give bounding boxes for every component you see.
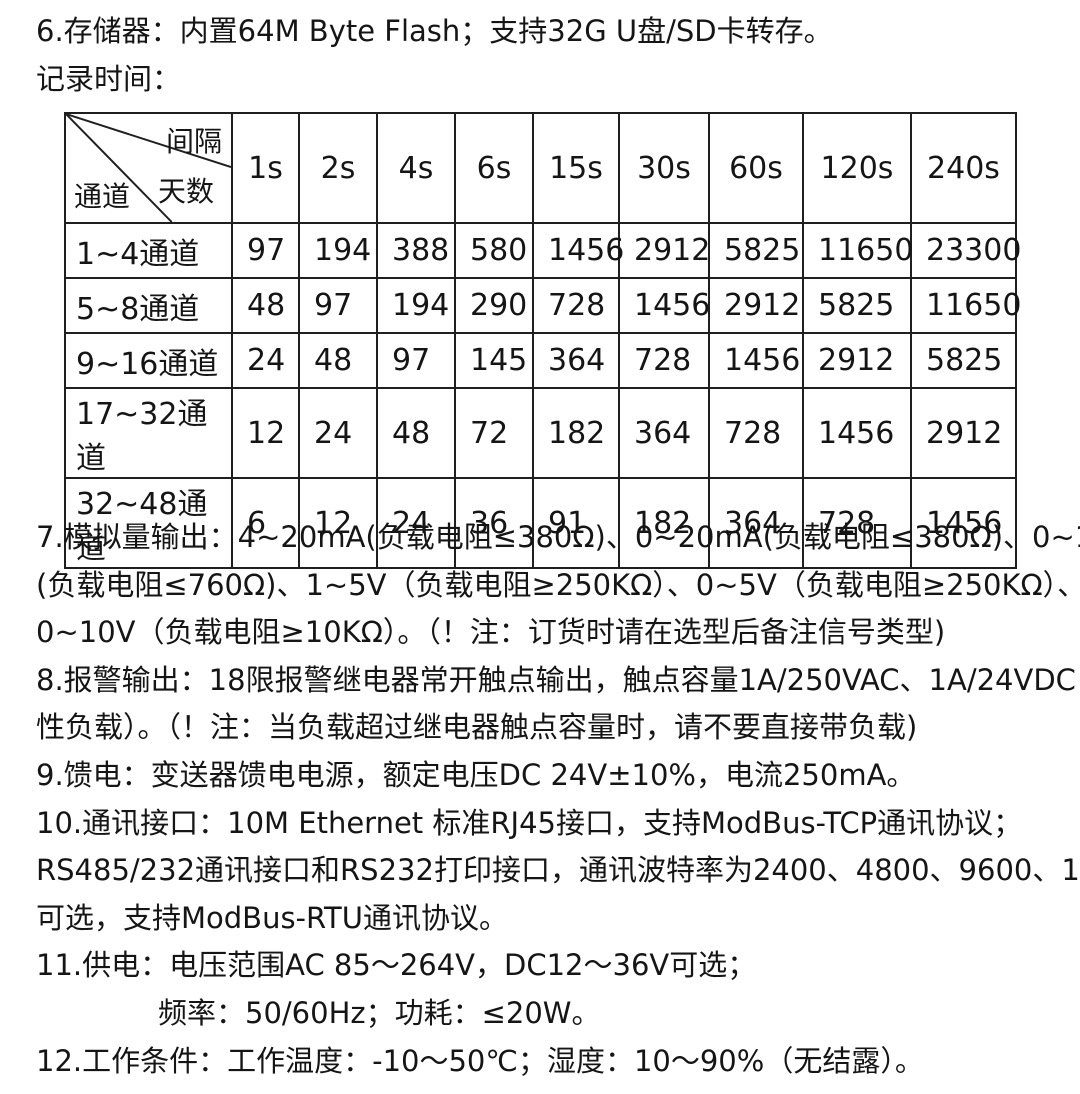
table-row: 32~48通道 6 12 24 36 91 182 364 728 1456 (64, 477, 1017, 569)
column-header-120s: 120s (802, 112, 912, 224)
corner-days-label: 天数 (158, 175, 215, 208)
record-time-table: 间隔 天数 通道 1s 2s 4s 6s 15s 30s 60s 120s 24… (64, 112, 1021, 569)
table-row: 1~4通道 97 194 388 580 1456 2912 5825 1165… (64, 222, 1021, 279)
table-cell: 2912 (910, 387, 1017, 479)
table-cell: 97 (298, 277, 378, 334)
spec-line-comm-interface-cont2: 可选，支持ModBus-RTU通讯协议。 (36, 900, 509, 935)
table-cell: 36 (454, 477, 534, 569)
table-cell: 182 (532, 387, 620, 479)
column-header-6s: 6s (454, 112, 534, 224)
row-label-32-48: 32~48通道 (64, 477, 233, 569)
table-cell: 728 (532, 277, 620, 334)
spec-line-analog-output: 7.模拟量输出：4~20mA(负载电阻≤380Ω)、0~20mA(负载电阻≤38… (36, 520, 1080, 554)
diagonal-divider-lines (66, 114, 231, 222)
column-header-60s: 60s (708, 112, 804, 224)
table-cell: 145 (454, 332, 534, 389)
column-header-1s: 1s (231, 112, 300, 224)
table-cell: 2912 (618, 222, 710, 279)
corner-interval-label: 间隔 (165, 125, 222, 158)
row-label-17-32: 17~32通道 (64, 387, 233, 479)
spec-paragraphs: 7.模拟量输出：4~20mA(负载电阻≤380Ω)、0~20mA(负载电阻≤38… (36, 514, 1080, 1085)
spec-line-analog-output-cont2: 0~10V（负载电阻≥10KΩ）。（！注：订货时请在选型后备注信号类型) (36, 615, 946, 650)
table-cell: 12 (298, 477, 378, 569)
table-cell: 364 (532, 332, 620, 389)
table-cell: 290 (454, 277, 534, 334)
table-cell: 1456 (802, 387, 912, 479)
table-cell: 11650 (910, 277, 1021, 334)
corner-channel-label: 通道 (74, 180, 131, 213)
column-header-30s: 30s (618, 112, 710, 224)
table-cell: 194 (376, 277, 456, 334)
column-header-2s: 2s (298, 112, 378, 224)
table-cell: 23300 (910, 222, 1021, 279)
row-label-5-8: 5~8通道 (64, 277, 233, 334)
table-cell: 5825 (708, 222, 804, 279)
spec-line-feed-power: 9.馈电：变送器馈电电源，额定电压DC 24V±10%，电流250mA。 (36, 757, 916, 792)
table-cell: 24 (231, 332, 300, 389)
table-cell: 388 (376, 222, 456, 279)
table-corner-cell: 间隔 天数 通道 (64, 112, 233, 224)
column-header-240s: 240s (910, 112, 1017, 224)
spec-line-working-conditions: 12.工作条件：工作温度：-10～50℃；湿度：10～90%（无结露）。 (36, 1043, 924, 1078)
storage-spec-line: 6.存储器：内置64M Byte Flash；支持32G U盘/SD卡转存。 (36, 14, 833, 48)
table-cell: 24 (298, 387, 378, 479)
table-cell: 364 (618, 387, 710, 479)
spec-line-power-supply-cont: 频率：50/60Hz；功耗：≤20W。 (158, 995, 601, 1030)
table-cell: 97 (231, 222, 300, 279)
table-cell: 11650 (802, 222, 913, 279)
column-header-15s: 15s (532, 112, 620, 224)
table-cell: 1456 (618, 277, 710, 334)
table-cell: 2912 (802, 332, 912, 389)
table-cell: 1456 (708, 332, 804, 389)
table-cell: 364 (708, 477, 804, 569)
table-cell: 91 (532, 477, 620, 569)
table-row: 5~8通道 48 97 194 290 728 1456 2912 5825 1… (64, 277, 1021, 334)
table-cell: 97 (376, 332, 456, 389)
spec-line-power-supply: 11.供电：电压范围AC 85～264V，DC12～36V可选； (36, 948, 757, 983)
table-cell: 72 (454, 387, 534, 479)
spec-line-comm-interface-cont1: RS485/232通讯接口和RS232打印接口，通讯波特率为2400、4800、… (36, 853, 1080, 888)
table-cell: 194 (298, 222, 378, 279)
record-time-label: 记录时间： (36, 62, 182, 96)
table-cell: 6 (231, 477, 300, 569)
table-cell: 728 (708, 387, 804, 479)
table-cell: 5825 (910, 332, 1017, 389)
table-cell: 1456 (910, 477, 1017, 569)
column-header-4s: 4s (376, 112, 456, 224)
spec-line-alarm-output-cont: 性负载）。（！注：当负载超过继电器触点容量时，请不要直接带负载) (36, 710, 918, 745)
spec-line-comm-interface: 10.通讯接口：10M Ethernet 标准RJ45接口，支持ModBus-T… (36, 805, 1023, 840)
table-cell: 48 (376, 387, 456, 479)
table-cell: 24 (376, 477, 456, 569)
table-cell: 2912 (708, 277, 804, 334)
spec-line-alarm-output: 8.报警输出：18限报警继电器常开触点输出，触点容量1A/250VAC、1A/2… (36, 662, 1080, 697)
table-row: 9~16通道 24 48 97 145 364 728 1456 2912 58… (64, 332, 1017, 389)
table-cell: 5825 (802, 277, 912, 334)
table-cell: 1456 (532, 222, 624, 279)
table-header-row: 间隔 天数 通道 1s 2s 4s 6s 15s 30s 60s 120s 24… (64, 112, 1017, 224)
table-cell: 728 (802, 477, 912, 569)
table-cell: 182 (618, 477, 710, 569)
row-label-9-16: 9~16通道 (64, 332, 233, 389)
table-cell: 12 (231, 387, 300, 479)
table-cell: 48 (298, 332, 378, 389)
spec-line-analog-output-cont1: (负载电阻≤760Ω)、1~5V（负载电阻≥250KΩ）、0~5V（负载电阻≥2… (36, 567, 1080, 602)
table-cell: 580 (454, 222, 534, 279)
table-cell: 728 (618, 332, 710, 389)
table-cell: 48 (231, 277, 300, 334)
row-label-1-4: 1~4通道 (64, 222, 233, 279)
table-row: 17~32通道 12 24 48 72 182 364 728 1456 291… (64, 387, 1017, 479)
